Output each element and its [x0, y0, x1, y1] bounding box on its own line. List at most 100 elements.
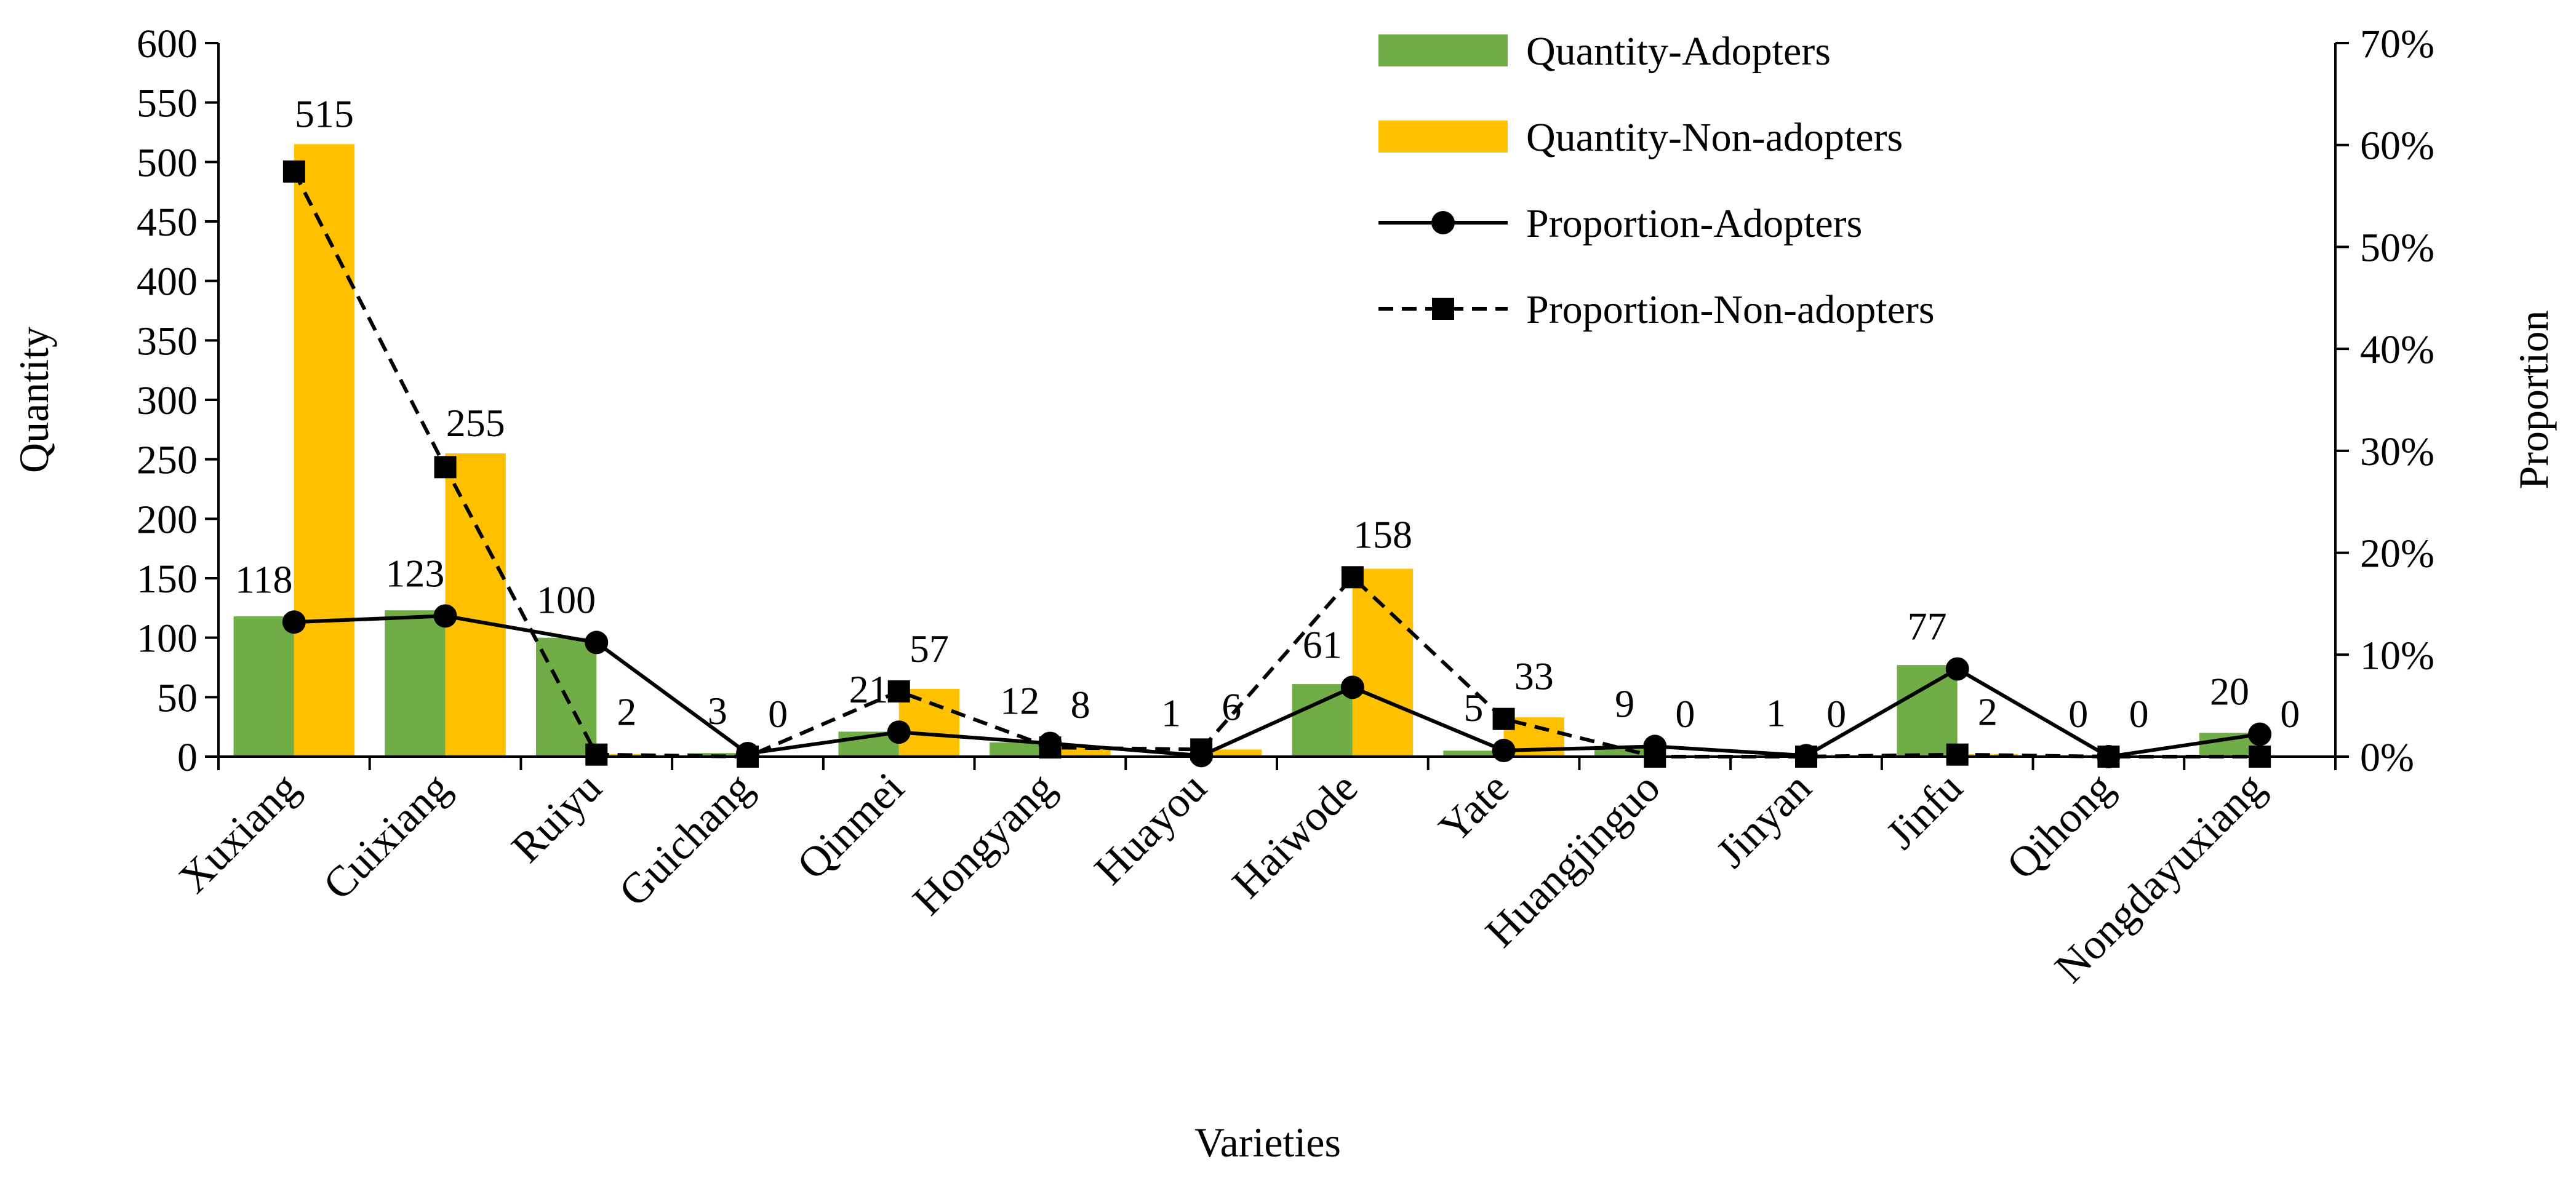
marker-proportion-non-adopters-yate [1492, 707, 1515, 730]
marker-proportion-non-adopters-qihong [2097, 746, 2120, 768]
y-tick-label: 550 [137, 81, 198, 126]
legend: Quantity-Adopters Quantity-Non-adopters Pr… [1378, 29, 1935, 332]
x-tick-label-haiwode: Haiwode [1223, 764, 1367, 907]
y-tick-label: 150 [137, 557, 198, 602]
marker-proportion-non-adopters-jinfu [1946, 743, 1969, 766]
marker-proportion-non-adopters-jinyan [1795, 746, 1817, 768]
y2-tick-label: 40% [2360, 327, 2434, 372]
marker-proportion-non-adopters-ruiyu [585, 743, 608, 766]
x-tick-label-qihong: Qihong [1998, 764, 2123, 889]
legend-item-proportion-non-adopters: Proportion-Non-adopters [1378, 287, 1935, 332]
marker-proportion-adopters-xuxiang [282, 610, 306, 634]
marker-proportion-non-adopters-xuxiang [282, 160, 305, 183]
marker-proportion-adopters-ruiyu [585, 631, 609, 655]
y-tick-label: 400 [137, 260, 198, 304]
data-label-non-adopters-hongyang: 8 [1071, 683, 1090, 726]
bar-quantity-adopters-haiwode [1292, 684, 1353, 757]
y-tick-label: 50 [157, 675, 198, 720]
marker-proportion-non-adopters-nongdayuxiang [2249, 746, 2271, 768]
bar-quantity-adopters-yate [1443, 750, 1504, 757]
marker-proportion-adopters-yate [1492, 739, 1516, 763]
data-label-adopters-xuxiang: 118 [235, 557, 293, 601]
x-tick-label-guichang: Guichang [610, 764, 762, 916]
y-tick-label: 450 [137, 200, 198, 245]
y2-tick-label: 0% [2360, 735, 2414, 780]
line-proportion-non-adopters [292, 170, 2260, 759]
data-label-non-adopters-yate: 33 [1514, 655, 1554, 698]
data-label-adopters-cuixiang: 123 [385, 551, 444, 595]
marker-proportion-non-adopters-huangjinguo [1644, 746, 1666, 768]
data-label-adopters-yate: 5 [1463, 686, 1483, 730]
data-label-non-adopters-haiwode: 158 [1353, 512, 1412, 556]
data-label-non-adopters-nongdayuxiang: 0 [2280, 692, 2300, 736]
lines-layer [282, 160, 2272, 768]
line-proportion-adopters [294, 614, 2260, 759]
y-tick-label: 500 [137, 140, 198, 185]
x-tick-label-hongyang: Hongyang [904, 764, 1065, 925]
bar-quantity-adopters-xuxiang [233, 616, 294, 757]
data-label-adopters-ruiyu: 100 [537, 578, 596, 621]
y-tick-label: 200 [137, 497, 198, 542]
legend-label: Proportion-Adopters [1526, 201, 1862, 246]
axes-layer [205, 42, 2349, 770]
data-label-adopters-huangjinguo: 9 [1615, 682, 1634, 725]
legend-item-proportion-adopters: Proportion-Adopters [1378, 201, 1862, 246]
x-tick-label-ruiyu: Ruiyu [503, 764, 610, 872]
bar-quantity-adopters-jinfu [1897, 665, 1958, 757]
x-tick-label-jinfu: Jinfu [1878, 764, 1972, 858]
y2-tick-label: 50% [2360, 225, 2434, 270]
x-tick-label-xuxiang: Xuxiang [170, 764, 308, 902]
data-label-adopters-qihong: 0 [2068, 692, 2088, 736]
data-label-adopters-jinyan: 1 [1766, 691, 1786, 734]
legend-item-quantity-adopters: Quantity-Adopters [1378, 29, 1831, 74]
legend-label: Quantity-Adopters [1526, 29, 1831, 74]
y-tick-label: 600 [137, 22, 198, 66]
y-tick-label: 250 [137, 438, 198, 483]
legend-swatch [1378, 121, 1508, 153]
marker-proportion-non-adopters-guichang [737, 746, 759, 768]
data-label-non-adopters-jinyan: 0 [1826, 692, 1846, 736]
data-label-non-adopters-qinmei: 57 [910, 627, 949, 671]
legend-marker [1432, 298, 1454, 320]
data-label-adopters-huayou: 1 [1161, 691, 1181, 734]
bar-quantity-non-adopters-cuixiang [445, 453, 506, 757]
y-axis-title: Quantity [10, 327, 57, 473]
legend-swatch [1378, 34, 1508, 66]
legend-marker [1431, 211, 1455, 234]
data-label-adopters-qinmei: 21 [849, 667, 889, 711]
legend-label: Proportion-Non-adopters [1526, 287, 1935, 332]
marker-proportion-non-adopters-hongyang [1039, 736, 1062, 759]
y2-axis-title: Proportion [2510, 311, 2557, 490]
x-tick-label-cuixiang: Cuixiang [314, 764, 460, 909]
data-label-non-adopters-cuixiang: 255 [446, 401, 505, 445]
marker-proportion-adopters-qinmei [887, 720, 911, 744]
data-label-non-adopters-jinfu: 2 [1978, 690, 1998, 734]
bar-quantity-adopters-hongyang [990, 742, 1050, 757]
y2-tick-label: 70% [2360, 22, 2434, 66]
data-label-adopters-haiwode: 61 [1303, 623, 1342, 666]
y-tick-label: 0 [177, 735, 198, 780]
y2-tick-label: 20% [2360, 531, 2434, 576]
y2-tick-label: 10% [2360, 633, 2434, 678]
x-tick-label-yate: Yate [1430, 764, 1518, 852]
marker-proportion-non-adopters-qinmei [887, 680, 910, 702]
marker-proportion-non-adopters-haiwode [1341, 566, 1364, 589]
bar-quantity-non-adopters-xuxiang [294, 144, 355, 757]
marker-proportion-adopters-haiwode [1340, 675, 1364, 699]
marker-proportion-adopters-cuixiang [433, 604, 457, 628]
data-label-adopters-jinfu: 77 [1908, 604, 1947, 648]
y2-tick-label: 60% [2360, 124, 2434, 169]
bar-quantity-non-adopters-huayou [1201, 749, 1262, 757]
marker-proportion-non-adopters-cuixiang [434, 456, 457, 479]
data-label-adopters-nongdayuxiang: 20 [2210, 670, 2249, 714]
y-tick-label: 100 [137, 616, 198, 661]
data-label-non-adopters-qihong: 0 [2129, 692, 2149, 736]
x-tick-label-qinmei: Qinmei [788, 764, 913, 889]
data-label-adopters-hongyang: 12 [1000, 679, 1039, 722]
data-label-non-adopters-huayou: 6 [1222, 685, 1241, 728]
data-label-non-adopters-guichang: 0 [768, 692, 788, 736]
x-axis-title: Varieties [1194, 1119, 1341, 1166]
